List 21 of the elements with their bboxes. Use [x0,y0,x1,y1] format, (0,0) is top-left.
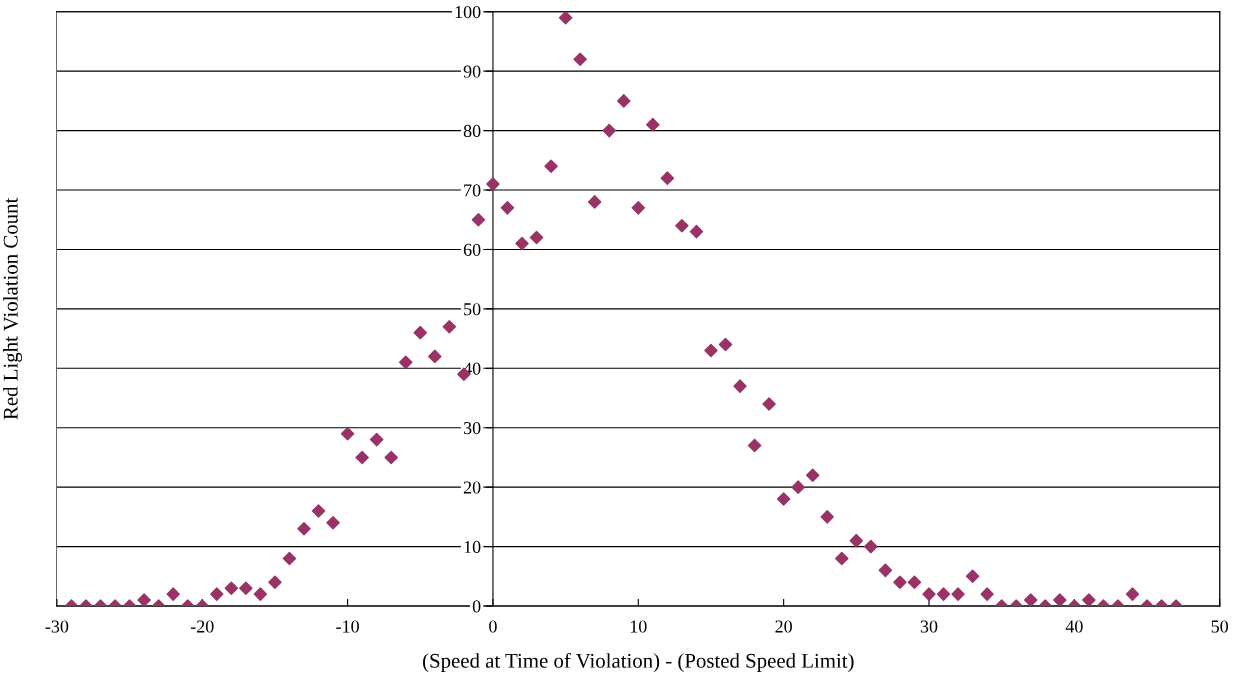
y-tick-label: 60 [463,243,481,256]
y-tick-label: 80 [463,124,481,138]
y-tick-label: 0 [472,600,481,613]
y-tick-label: 20 [463,481,481,494]
x-tick-label: 50 [1211,620,1229,633]
x-tick-label: 20 [775,620,792,633]
y-axis-title: Red Light Violation Count [3,197,23,420]
x-tick-label: -20 [190,620,214,633]
y-tick-label: 30 [463,421,481,435]
x-tick-label: 0 [489,620,497,633]
x-axis-title: (Speed at Time of Violation) - (Posted Speed Limit) [423,652,854,673]
x-tick-label: 10 [630,620,647,633]
y-tick-label: 70 [464,184,481,197]
x-tick-label: -30 [45,620,69,633]
y-tick-label: 10 [464,540,481,554]
y-tick-label: 90 [463,65,481,78]
y-tick-label: 50 [464,303,481,316]
x-tick-label: 40 [1065,620,1083,633]
x-tick-label: -10 [336,620,359,633]
x-tick-label: 30 [920,620,938,633]
y-tick-label: 100 [455,6,481,19]
